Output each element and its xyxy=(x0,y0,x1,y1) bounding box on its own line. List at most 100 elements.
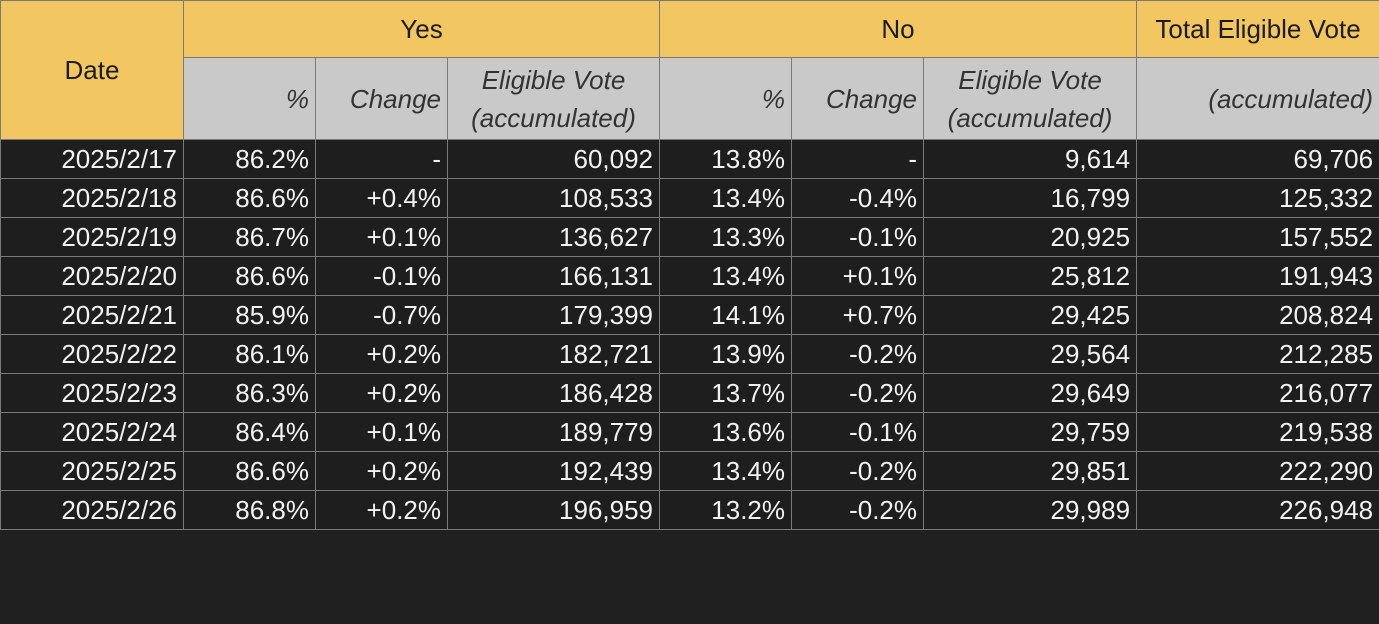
value-cell: -0.2% xyxy=(791,490,925,530)
vote-table: Date Yes No Total Eligible Vote % Change E… xyxy=(0,0,1379,530)
value-cell: 9,614 xyxy=(923,139,1138,179)
value-cell: +0.2% xyxy=(315,334,448,374)
value-cell: 86.8% xyxy=(183,490,316,530)
subheader-line: (accumulated) xyxy=(471,102,636,133)
value-cell: -0.7% xyxy=(315,295,448,335)
header-cell: No xyxy=(659,0,1138,58)
value-cell: 216,077 xyxy=(1136,373,1379,413)
subheader-row: % Change Eligible Vote (accumulated)% Change… xyxy=(1,57,1379,140)
date-cell: 2025/2/18 xyxy=(0,178,184,218)
value-cell: 179,399 xyxy=(446,295,661,335)
value-cell: -0.2% xyxy=(791,373,925,413)
value-cell: 13.3% xyxy=(659,217,793,257)
value-cell: 60,092 xyxy=(446,139,661,179)
date-cell: 2025/2/26 xyxy=(0,490,184,530)
data-row: 2025/2/21 85.9% -0.7% 179,399 14.1% +0.7% 29,4… xyxy=(0,295,1379,335)
value-cell: 86.4% xyxy=(183,412,316,452)
value-cell: 86.3% xyxy=(183,373,316,413)
value-cell: -0.1% xyxy=(315,256,448,296)
value-cell: 29,649 xyxy=(923,373,1138,413)
subheader-line: Eligible Vote xyxy=(481,64,626,95)
subheader-cell: Change xyxy=(791,57,925,140)
subheader-cell: % xyxy=(183,57,316,140)
header-cell: Yes xyxy=(182,0,661,58)
value-cell: 186,428 xyxy=(446,373,661,413)
value-cell: 136,627 xyxy=(446,217,661,257)
data-row: 2025/2/19 86.7% +0.1% 136,627 13.3% -0.1% 20,9… xyxy=(0,217,1379,257)
value-cell: -0.1% xyxy=(791,217,925,257)
data-row: 2025/2/22 86.1% +0.2% 182,721 13.9% -0.2% 29,5… xyxy=(0,334,1379,374)
value-cell: 13.8% xyxy=(659,139,793,179)
date-cell: 2025/2/17 xyxy=(0,139,184,179)
header-cell: Total Eligible Vote xyxy=(1136,0,1379,58)
data-row: 2025/2/20 86.6% -0.1% 166,131 13.4% +0.1% 25,8… xyxy=(0,256,1379,296)
subheader-line: Eligible Vote xyxy=(958,64,1102,95)
value-cell: 20,925 xyxy=(923,217,1138,257)
value-cell: -0.1% xyxy=(791,412,925,452)
value-cell: 29,564 xyxy=(923,334,1138,374)
value-cell: 29,425 xyxy=(923,295,1138,335)
table-body: Date Yes No Total Eligible Vote % Change E… xyxy=(0,0,1379,530)
value-cell: 226,948 xyxy=(1136,490,1379,530)
header-row: Date Yes No Total Eligible Vote xyxy=(0,0,1379,140)
data-row: 2025/2/25 86.6% +0.2% 192,439 13.4% -0.2% 29,8… xyxy=(0,451,1379,491)
value-cell: 222,290 xyxy=(1136,451,1379,491)
value-cell: 86.7% xyxy=(183,217,316,257)
value-cell: +0.1% xyxy=(315,412,448,452)
value-cell: 13.6% xyxy=(659,412,793,452)
data-row: 2025/2/23 86.3% +0.2% 186,428 13.7% -0.2% 29,6… xyxy=(0,373,1379,413)
value-cell: 196,959 xyxy=(446,490,661,530)
subheader-cell: % xyxy=(659,57,793,140)
value-cell: 13.9% xyxy=(659,334,793,374)
value-cell: 219,538 xyxy=(1136,412,1379,452)
date-cell: 2025/2/23 xyxy=(0,373,184,413)
subheader-line: (accumulated) xyxy=(947,102,1113,133)
subheader-cell: Eligible Vote (accumulated) xyxy=(923,57,1138,140)
value-cell: 212,285 xyxy=(1136,334,1379,374)
value-cell: 189,779 xyxy=(446,412,661,452)
value-cell: 13.4% xyxy=(659,178,793,218)
subheader-cell: (accumulated) xyxy=(1136,57,1379,140)
value-cell: 86.2% xyxy=(183,139,316,179)
value-cell: 191,943 xyxy=(1136,256,1379,296)
value-cell: 69,706 xyxy=(1136,139,1379,179)
value-cell: +0.1% xyxy=(791,256,925,296)
value-cell: 125,332 xyxy=(1136,178,1379,218)
value-cell: 85.9% xyxy=(183,295,316,335)
value-cell: +0.1% xyxy=(315,217,448,257)
value-cell: +0.2% xyxy=(315,373,448,413)
value-cell: 86.1% xyxy=(183,334,316,374)
value-cell: 182,721 xyxy=(446,334,661,374)
subheader-cell: Eligible Vote (accumulated) xyxy=(446,57,661,140)
value-cell: 13.4% xyxy=(659,256,793,296)
value-cell: 29,759 xyxy=(923,412,1138,452)
date-cell: 2025/2/19 xyxy=(0,217,184,257)
date-cell: 2025/2/20 xyxy=(0,256,184,296)
value-cell: +0.4% xyxy=(315,178,448,218)
value-cell: 29,989 xyxy=(923,490,1138,530)
value-cell: 108,533 xyxy=(446,178,661,218)
value-cell: - xyxy=(791,139,925,179)
value-cell: 29,851 xyxy=(923,451,1138,491)
value-cell: +0.7% xyxy=(791,295,925,335)
value-cell: 25,812 xyxy=(923,256,1138,296)
date-cell: 2025/2/21 xyxy=(0,295,184,335)
value-cell: +0.2% xyxy=(315,490,448,530)
date-cell: 2025/2/24 xyxy=(0,412,184,452)
data-row: 2025/2/24 86.4% +0.1% 189,779 13.6% -0.1% 29,7… xyxy=(0,412,1379,452)
value-cell: 86.6% xyxy=(183,451,316,491)
value-cell: 13.7% xyxy=(659,373,793,413)
value-cell: 86.6% xyxy=(183,178,316,218)
value-cell: 157,552 xyxy=(1136,217,1379,257)
data-row: 2025/2/18 86.6% +0.4% 108,533 13.4% -0.4% 16,7… xyxy=(0,178,1379,218)
value-cell: 166,131 xyxy=(446,256,661,296)
value-cell: 16,799 xyxy=(923,178,1138,218)
data-row: 2025/2/17 86.2% -60,092 13.8% -9,614 69,706 xyxy=(0,139,1379,179)
value-cell: 13.4% xyxy=(659,451,793,491)
value-cell: 14.1% xyxy=(659,295,793,335)
value-cell: 208,824 xyxy=(1136,295,1379,335)
header-cell: Date xyxy=(0,0,184,140)
value-cell: -0.4% xyxy=(791,178,925,218)
value-cell: 13.2% xyxy=(659,490,793,530)
